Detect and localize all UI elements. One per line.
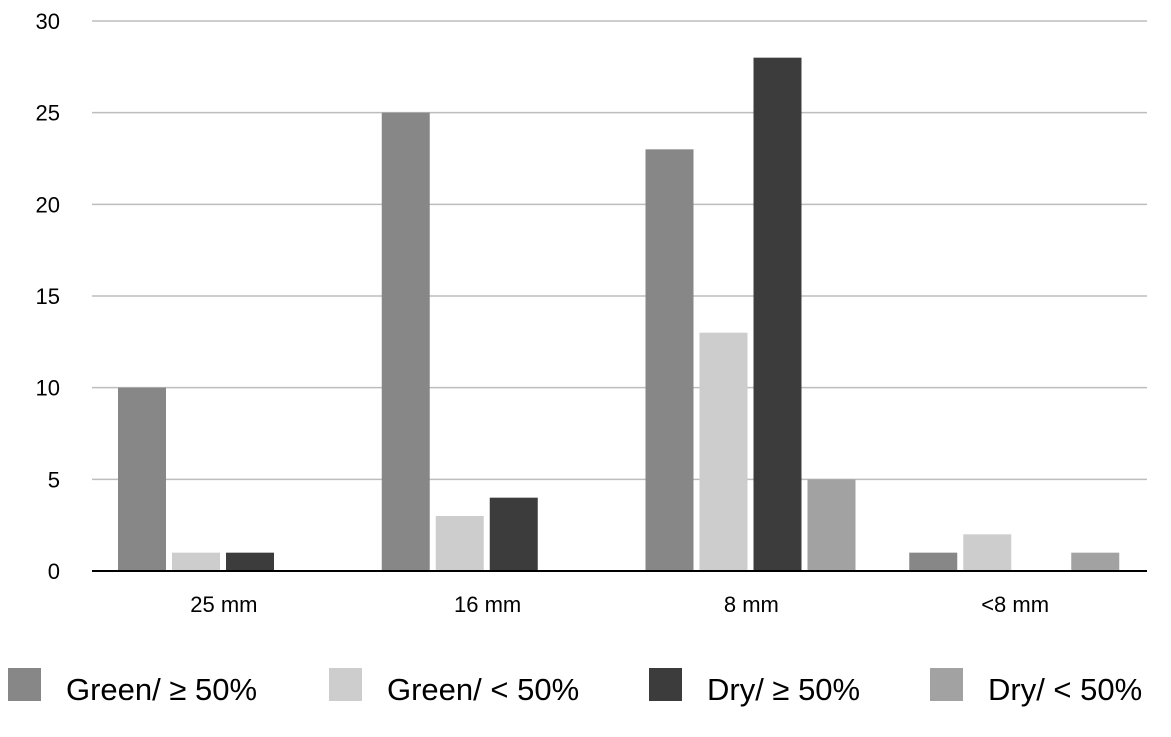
legend-label: Dry/ ≥ 50% bbox=[707, 672, 860, 707]
legend-swatch bbox=[930, 668, 963, 701]
bars bbox=[118, 57, 1120, 572]
x-tick-label: 16 mm bbox=[454, 592, 521, 617]
bar bbox=[753, 57, 802, 571]
legend-label: Green/ < 50% bbox=[387, 672, 579, 707]
x-axis-tick-labels: 25 mm 16 mm 8 mm <8 mm bbox=[190, 592, 1049, 617]
y-tick-label: 20 bbox=[36, 192, 60, 217]
x-tick-label: <8 mm bbox=[981, 592, 1049, 617]
legend-swatch bbox=[649, 668, 682, 701]
y-tick-label: 10 bbox=[36, 376, 60, 401]
bar bbox=[645, 149, 694, 572]
y-tick-label: 15 bbox=[36, 284, 60, 309]
legend-label: Dry/ < 50% bbox=[988, 672, 1142, 707]
legend-swatch bbox=[8, 668, 41, 701]
y-tick-label: 30 bbox=[36, 9, 60, 34]
y-tick-label: 5 bbox=[48, 467, 60, 492]
bar bbox=[381, 112, 430, 572]
bar bbox=[435, 516, 484, 571]
bar bbox=[172, 552, 220, 571]
x-tick-label: 25 mm bbox=[190, 592, 257, 617]
bar bbox=[1071, 552, 1120, 571]
legend-label: Green/ ≥ 50% bbox=[66, 672, 257, 707]
y-axis-tick-labels: 0 5 10 15 20 25 30 bbox=[36, 9, 60, 584]
bar bbox=[909, 552, 958, 571]
bar bbox=[118, 387, 166, 571]
y-tick-label: 25 bbox=[36, 101, 60, 126]
bar bbox=[226, 552, 274, 571]
legend: Green/ ≥ 50% Green/ < 50% Dry/ ≥ 50% Dry/ <… bbox=[8, 668, 1142, 707]
x-tick-label: 8 mm bbox=[724, 592, 779, 617]
bar bbox=[807, 479, 856, 571]
gridlines bbox=[92, 20, 1147, 481]
bar bbox=[699, 332, 748, 571]
bar bbox=[963, 534, 1012, 571]
bar bbox=[489, 497, 538, 571]
y-tick-label: 0 bbox=[48, 559, 60, 584]
legend-swatch bbox=[329, 668, 362, 701]
